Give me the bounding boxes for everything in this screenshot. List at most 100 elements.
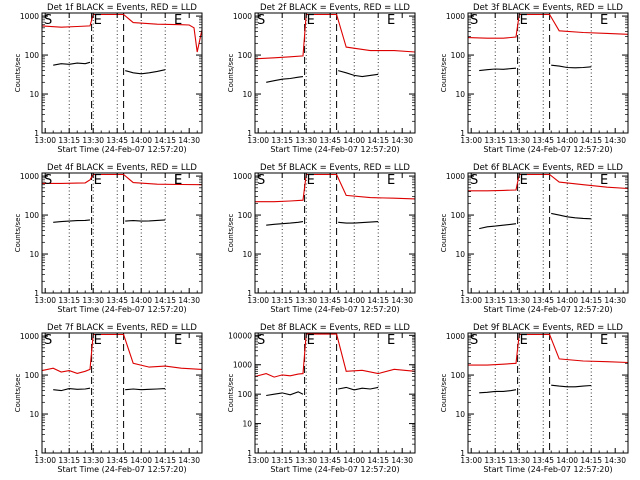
plot-frame xyxy=(41,332,203,454)
y-tick-label: 1 xyxy=(34,289,39,298)
x-tick-label: 13:45 xyxy=(106,296,128,305)
x-tick-label: 13:15 xyxy=(271,136,293,145)
x-tick-label: 13:00 xyxy=(460,296,482,305)
events-series-line xyxy=(479,389,517,394)
x-tick-label: 13:00 xyxy=(247,136,269,145)
events-series-line xyxy=(53,61,91,66)
chart-title: Det 6f BLACK = Events, RED = LLD xyxy=(473,163,623,173)
x-tick-label: 14:00 xyxy=(343,296,365,305)
y-tick-label: 10 xyxy=(455,90,465,99)
x-tick-label: 13:45 xyxy=(532,136,554,145)
y-tick-label: 1 xyxy=(34,449,39,458)
x-tick-label: 13:00 xyxy=(460,456,482,465)
x-tick-label: 13:30 xyxy=(508,456,530,465)
y-axis-label: Counts/sec xyxy=(440,374,448,413)
y-tick-label: 100 xyxy=(25,51,40,60)
y-tick-label: 100 xyxy=(451,51,466,60)
y-axis-label: Counts/sec xyxy=(14,54,22,93)
x-tick-label: 14:00 xyxy=(556,136,578,145)
x-tick-label: 14:00 xyxy=(130,296,152,305)
x-axis-label: Start Time (24-Feb-07 12:57:20) xyxy=(270,145,399,154)
x-tick-label: 13:00 xyxy=(34,456,56,465)
y-tick-label: 10 xyxy=(242,420,252,429)
start-marker-label: S xyxy=(44,333,52,348)
chart-title: Det 7f BLACK = Events, RED = LLD xyxy=(47,323,197,333)
start-marker-label: S xyxy=(470,333,478,348)
end-marker-label: E xyxy=(174,173,182,188)
x-tick-label: 13:30 xyxy=(82,456,104,465)
chart-title: Det 9f BLACK = Events, RED = LLD xyxy=(473,323,623,333)
start-marker-label: S xyxy=(470,173,478,188)
x-tick-label: 13:45 xyxy=(319,296,341,305)
x-tick-label: 13:30 xyxy=(508,136,530,145)
events-series-line xyxy=(338,221,379,224)
chart-title: Det 3f BLACK = Events, RED = LLD xyxy=(473,3,623,13)
x-tick-label: 13:00 xyxy=(460,136,482,145)
y-tick-label: 1 xyxy=(247,129,252,138)
x-axis-label: Start Time (24-Feb-07 12:57:20) xyxy=(57,145,186,154)
x-tick-label: 14:00 xyxy=(556,456,578,465)
events-series-line xyxy=(53,219,91,223)
events-series-line xyxy=(53,387,91,392)
plot-frame xyxy=(41,12,203,134)
events-series-line xyxy=(266,76,304,83)
events-series-line xyxy=(551,64,592,69)
lld-series-line xyxy=(41,13,203,53)
x-tick-label: 14:15 xyxy=(154,296,176,305)
plot-frame xyxy=(254,332,416,454)
x-tick-label: 14:15 xyxy=(367,296,389,305)
end-marker-label: E xyxy=(94,173,102,188)
events-series-line xyxy=(551,384,592,388)
end-marker-label: E xyxy=(600,173,608,188)
x-tick-label: 13:15 xyxy=(58,136,80,145)
end-marker-label: E xyxy=(387,173,395,188)
x-tick-label: 13:30 xyxy=(82,296,104,305)
x-tick-label: 13:15 xyxy=(58,456,80,465)
x-axis-label: Start Time (24-Feb-07 12:57:20) xyxy=(483,145,612,154)
x-tick-label: 14:00 xyxy=(130,456,152,465)
x-tick-label: 14:15 xyxy=(580,296,602,305)
lld-series-line xyxy=(42,173,203,186)
x-axis-label: Start Time (24-Feb-07 12:57:20) xyxy=(57,465,186,474)
x-tick-label: 13:30 xyxy=(295,296,317,305)
y-tick-label: 10 xyxy=(29,410,39,419)
y-tick-label: 1 xyxy=(460,129,465,138)
y-tick-label: 1 xyxy=(460,289,465,298)
x-tick-label: 14:00 xyxy=(130,136,152,145)
plot-frame xyxy=(467,12,629,134)
y-tick-label: 1000 xyxy=(233,12,252,21)
x-tick-label: 14:30 xyxy=(178,136,200,145)
y-tick-label: 100 xyxy=(451,211,466,220)
x-tick-label: 14:30 xyxy=(391,296,413,305)
x-tick-label: 14:30 xyxy=(178,456,200,465)
y-tick-label: 1000 xyxy=(233,361,252,370)
y-tick-label: 1 xyxy=(34,129,39,138)
y-tick-label: 1000 xyxy=(233,172,252,181)
x-axis-label: Start Time (24-Feb-07 12:57:20) xyxy=(483,305,612,314)
x-tick-label: 13:45 xyxy=(532,296,554,305)
end-marker-label: E xyxy=(387,333,395,348)
x-tick-label: 13:15 xyxy=(271,296,293,305)
x-tick-label: 13:45 xyxy=(532,456,554,465)
end-marker-label: E xyxy=(307,333,315,348)
y-tick-label: 1 xyxy=(460,449,465,458)
y-axis-label: Counts/sec xyxy=(14,374,22,413)
y-tick-label: 10 xyxy=(455,410,465,419)
x-tick-label: 14:30 xyxy=(391,456,413,465)
events-series-line xyxy=(266,221,304,226)
x-tick-label: 14:30 xyxy=(604,136,626,145)
events-series-line xyxy=(551,212,592,220)
x-tick-label: 14:15 xyxy=(154,456,176,465)
y-tick-label: 1000 xyxy=(20,332,39,341)
plot-frame xyxy=(467,332,629,454)
y-tick-label: 100 xyxy=(25,371,40,380)
start-marker-label: S xyxy=(470,13,478,28)
x-tick-label: 13:45 xyxy=(319,136,341,145)
start-marker-label: S xyxy=(44,13,52,28)
end-marker-label: E xyxy=(520,333,528,348)
y-tick-label: 10 xyxy=(242,250,252,259)
y-tick-label: 1000 xyxy=(446,12,465,21)
